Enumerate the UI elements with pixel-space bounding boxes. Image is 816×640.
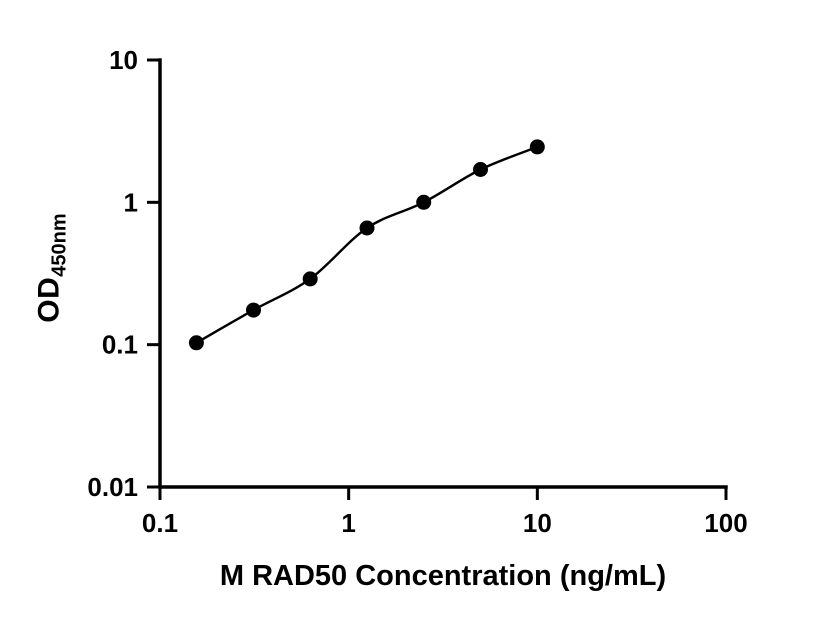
y-axis-title: OD450nm [33, 213, 72, 322]
data-point [188, 335, 204, 351]
data-point [359, 220, 375, 236]
y-tick-label: 0.01 [87, 472, 138, 502]
y-tick-label: 1 [124, 187, 138, 217]
data-point [473, 162, 488, 177]
x-tick-label: 1 [341, 508, 355, 538]
data-point [529, 139, 545, 155]
x-tick-label: 100 [704, 508, 747, 538]
data-point [302, 271, 318, 287]
x-axis-title: M RAD50 Concentration (ng/mL) [219, 560, 667, 592]
y-tick-label: 0.1 [102, 330, 138, 360]
y-axis-title-sub: 450nm [48, 213, 71, 277]
y-tick-label: 10 [109, 45, 138, 75]
x-tick-label: 10 [523, 508, 552, 538]
data-point [246, 302, 261, 318]
data-point [416, 194, 432, 210]
x-tick-label: 0.1 [142, 508, 178, 538]
y-axis-title-main: OD [32, 276, 66, 323]
